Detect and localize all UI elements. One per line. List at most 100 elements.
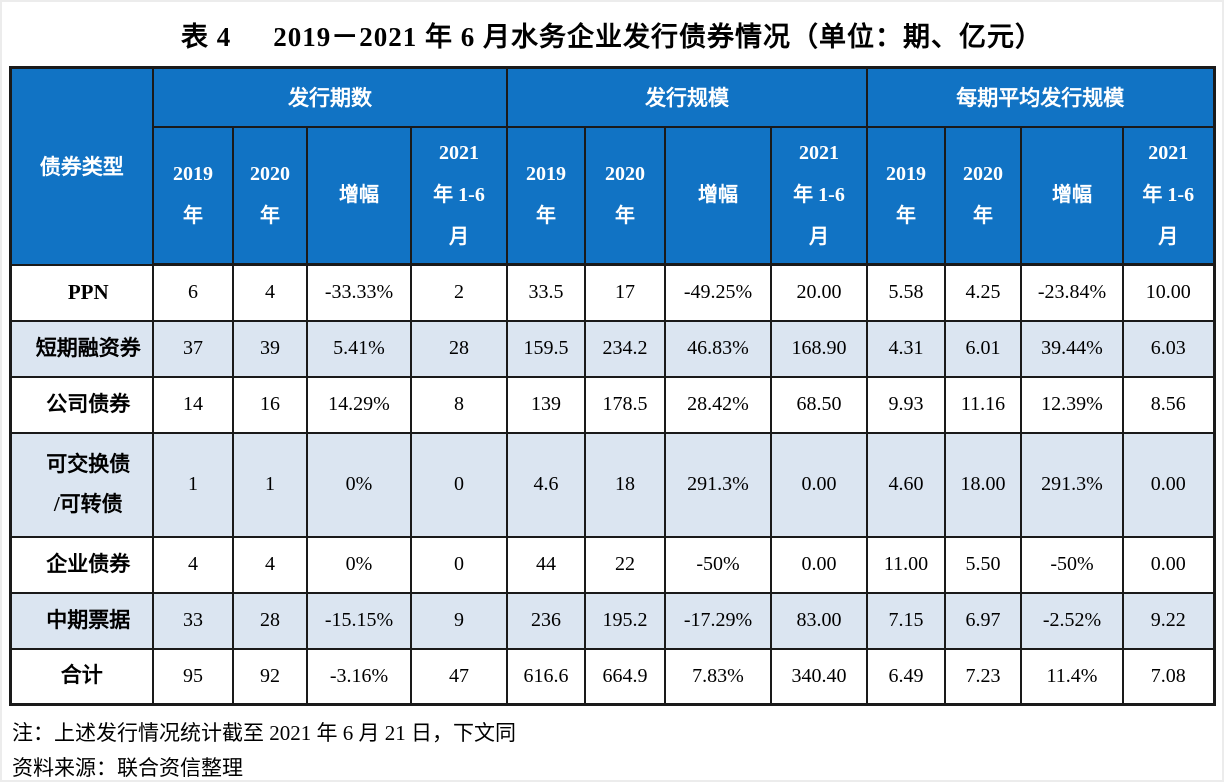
cell: 0% (306, 431, 412, 538)
cell: 22 (584, 535, 666, 594)
cell: 236 (506, 591, 586, 650)
cell: 4.25 (944, 263, 1022, 322)
footnote-statistics-cutoff: 注：上述发行情况统计截至 2021 年 6 月 21 日，下文同 (12, 721, 516, 745)
cell: 18.00 (944, 431, 1022, 538)
cell: 14 (152, 375, 234, 434)
table-title-text: 2019－2021 年 6 月水务企业发行债券情况（单位：期、亿元） (273, 21, 1043, 52)
cell: 0.00 (1122, 535, 1215, 594)
cell: 178.5 (584, 375, 666, 434)
cell: 4 (232, 535, 308, 594)
col-header-growth: 增幅 (664, 125, 772, 266)
cell: 46.83% (664, 319, 772, 378)
cell: 37 (152, 319, 234, 378)
cell: 28.42% (664, 375, 772, 434)
cell: 139 (506, 375, 586, 434)
cell: 7.08 (1122, 647, 1215, 706)
header-group-row: 债券类型 发行期数 发行规模 每期平均发行规模 (9, 66, 1215, 266)
cell: -2.52% (1020, 591, 1124, 650)
cell: 9.22 (1122, 591, 1215, 650)
cell: -33.33% (306, 263, 412, 322)
cell: 10.00 (1122, 263, 1215, 322)
cell: 18 (584, 431, 666, 538)
cell: 0 (410, 431, 508, 538)
col-header-2020: 2020 年 (584, 125, 666, 266)
row-label: 中期票据 (9, 591, 154, 650)
cell: 4 (152, 535, 234, 594)
cell: 7.83% (664, 647, 772, 706)
cell: 340.40 (770, 647, 868, 706)
group-header-issue-count: 发行期数 (152, 66, 508, 128)
cell: 8.56 (1122, 375, 1215, 434)
table-caption: 表 4 2019－2021 年 6 月水务企业发行债券情况（单位：期、亿元） (2, 2, 1222, 66)
table-row-corporate-bonds: 公司债券 14 16 14.29% 8 139 178.5 28.42% 68.… (9, 375, 1215, 434)
cell: 0.00 (770, 431, 868, 538)
cell: 83.00 (770, 591, 868, 650)
cell: 6.01 (944, 319, 1022, 378)
cell: 17 (584, 263, 666, 322)
cell: 4.6 (506, 431, 586, 538)
cell: 11.4% (1020, 647, 1124, 706)
col-header-2020: 2020 年 (944, 125, 1022, 266)
cell: 39.44% (1020, 319, 1124, 378)
cell: 33 (152, 591, 234, 650)
table-number: 表 4 (181, 21, 232, 52)
cell: 95 (152, 647, 234, 706)
col-header-2021h1: 2021 年 1-6 月 (770, 125, 868, 266)
cell: 20.00 (770, 263, 868, 322)
col-header-2019: 2019 年 (152, 125, 234, 266)
cell: 7.15 (866, 591, 946, 650)
table-footnotes: 注：上述发行情况统计截至 2021 年 6 月 21 日，下文同 资料来源：联合… (2, 706, 1222, 780)
col-header-2021h1: 2021 年 1-6 月 (410, 125, 508, 266)
cell: 14.29% (306, 375, 412, 434)
cell: -23.84% (1020, 263, 1124, 322)
col-header-2019: 2019 年 (866, 125, 946, 266)
col-header-growth: 增幅 (1020, 125, 1124, 266)
cell: 5.50 (944, 535, 1022, 594)
table-row-total: 合计 95 92 -3.16% 47 616.6 664.9 7.83% 340… (9, 647, 1215, 706)
cell: 39 (232, 319, 308, 378)
cell: 11.16 (944, 375, 1022, 434)
cell: 0.00 (770, 535, 868, 594)
cell: 33.5 (506, 263, 586, 322)
cell: 6.49 (866, 647, 946, 706)
col-header-growth: 增幅 (306, 125, 412, 266)
group-header-avg-issue-scale: 每期平均发行规模 (866, 66, 1215, 128)
cell: 7.23 (944, 647, 1022, 706)
cell: 1 (152, 431, 234, 538)
row-label: 公司债券 (9, 375, 154, 434)
col-header-2020: 2020 年 (232, 125, 308, 266)
footnote-data-source: 资料来源：联合资信整理 (12, 755, 243, 780)
cell: 0 (410, 535, 508, 594)
cell: 159.5 (506, 319, 586, 378)
cell: 4 (232, 263, 308, 322)
table-row-exchangeable-convertible: 可交换债 /可转债 1 1 0% 0 4.6 18 291.3% 0.00 4.… (9, 431, 1215, 538)
cell: 5.58 (866, 263, 946, 322)
cell: -50% (1020, 535, 1124, 594)
cell: -3.16% (306, 647, 412, 706)
cell: -50% (664, 535, 772, 594)
cell: 6 (152, 263, 234, 322)
cell: 4.60 (866, 431, 946, 538)
cell: 9.93 (866, 375, 946, 434)
cell: 16 (232, 375, 308, 434)
cell: 4.31 (866, 319, 946, 378)
cell: 0.00 (1122, 431, 1215, 538)
cell: 5.41% (306, 319, 412, 378)
cell: -17.29% (664, 591, 772, 650)
cell: 6.97 (944, 591, 1022, 650)
row-label: 可交换债 /可转债 (9, 431, 154, 538)
cell: 195.2 (584, 591, 666, 650)
row-label: PPN (9, 263, 154, 322)
bond-issuance-table: 债券类型 发行期数 发行规模 每期平均发行规模 2019 年 2020 年 增幅… (8, 66, 1216, 706)
cell: 47 (410, 647, 508, 706)
table-row-enterprise-bonds: 企业债券 4 4 0% 0 44 22 -50% 0.00 11.00 5.50… (9, 535, 1215, 594)
cell: 9 (410, 591, 508, 650)
group-header-issue-scale: 发行规模 (506, 66, 868, 128)
cell: 291.3% (664, 431, 772, 538)
row-label: 短期融资券 (9, 319, 154, 378)
table-row-ppn: PPN 6 4 -33.33% 2 33.5 17 -49.25% 20.00 … (9, 263, 1215, 322)
cell: 664.9 (584, 647, 666, 706)
cell: 291.3% (1020, 431, 1124, 538)
cell: 8 (410, 375, 508, 434)
cell: 44 (506, 535, 586, 594)
